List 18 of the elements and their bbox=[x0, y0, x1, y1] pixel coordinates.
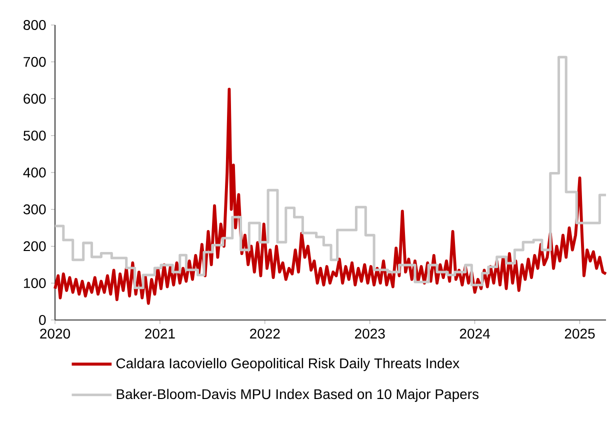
x-tick-label: 2024 bbox=[460, 328, 490, 339]
y-tick-label: 200 bbox=[24, 241, 46, 252]
x-tick-label: 2025 bbox=[564, 328, 595, 339]
y-tick-label: 300 bbox=[23, 204, 46, 214]
y-tick-label: 0 bbox=[39, 315, 46, 325]
x-tick-label: 2022 bbox=[250, 328, 280, 339]
y-tick-label: 600 bbox=[24, 94, 46, 104]
y-tick-label: 400 bbox=[23, 168, 46, 178]
x-tick-label: 2021 bbox=[145, 328, 175, 339]
x-tick-label: 2023 bbox=[354, 328, 385, 339]
line-series bbox=[54, 88, 608, 305]
legend-label: Baker-Bloom-Davis MPU Index Based on 10 Major Papers bbox=[116, 388, 479, 402]
x-tick-label: 2020 bbox=[40, 328, 70, 339]
y-tick-label: 800 bbox=[24, 20, 46, 30]
y-tick-label: 700 bbox=[24, 56, 46, 67]
y-tick-label: 500 bbox=[24, 130, 46, 141]
y-tick-label: 100 bbox=[24, 278, 46, 288]
legend-label: Caldara Iacoviello Geopolitical Risk Daily Threats Index bbox=[116, 358, 460, 372]
